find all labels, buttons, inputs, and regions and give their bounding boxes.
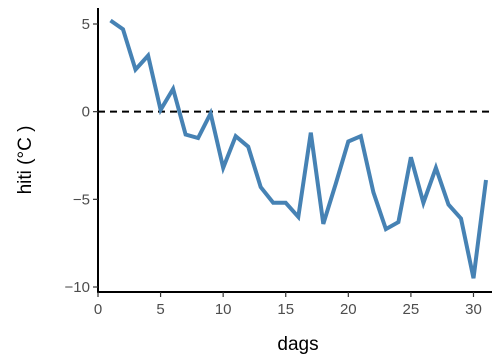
x-tick-label: 15 <box>277 301 294 318</box>
y-tick-label: 0 <box>82 104 90 121</box>
x-tick-label: 10 <box>215 301 232 318</box>
series-line <box>109 18 488 279</box>
x-tick-label: 0 <box>94 301 102 318</box>
x-tick-label: 30 <box>465 301 482 318</box>
x-ticks: 0 5 10 15 20 25 30 <box>94 292 482 318</box>
y-tick-label: −10 <box>65 279 90 296</box>
x-tick-label: 25 <box>403 301 420 318</box>
y-tick-label: −5 <box>73 191 90 208</box>
y-tick-label: 5 <box>82 16 90 33</box>
x-tick-label: 5 <box>156 301 164 318</box>
x-axis-title: dags <box>277 334 318 355</box>
x-tick-label: 20 <box>340 301 357 318</box>
axes-layer <box>97 8 492 293</box>
y-ticks: 5 0 −5 −10 <box>65 16 98 296</box>
series-layer <box>109 18 488 279</box>
y-axis-title: hiti (°C ) <box>15 126 36 195</box>
